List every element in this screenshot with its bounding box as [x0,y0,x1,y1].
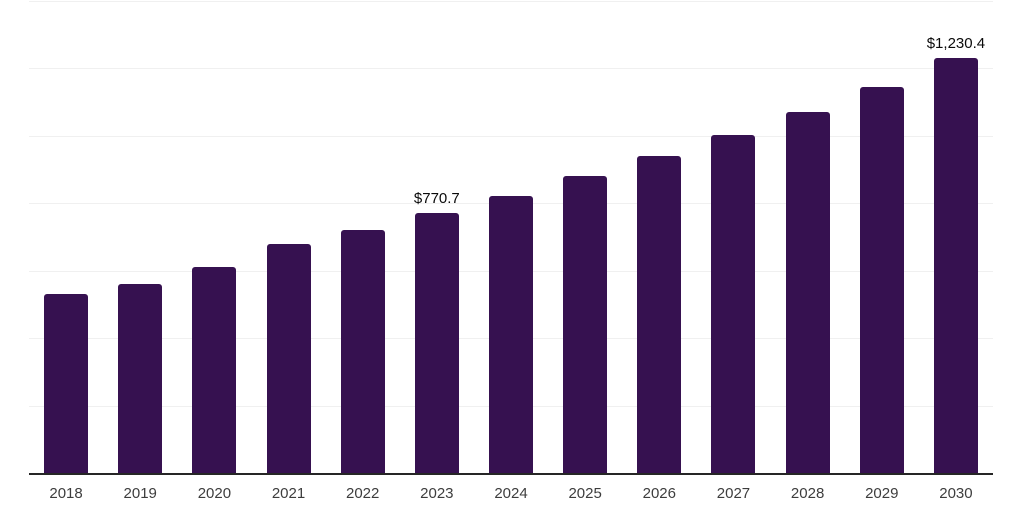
bar-2018[interactable] [44,294,89,473]
x-tick-label-2024: 2024 [494,485,528,502]
x-tick-label-2027: 2027 [716,485,751,502]
bar-2024[interactable] [489,195,533,473]
x-tick-label-2028: 2028 [790,485,825,502]
bar-2019[interactable] [118,283,163,473]
bar-2029[interactable] [859,86,904,473]
bar-value-label-2023: $770.7 [413,190,460,208]
bar-value-label-2030: $1,230.4 [926,35,986,53]
bar-2030[interactable] [933,58,978,473]
gridline-1400 [29,1,993,2]
x-tick-label-2030: 2030 [939,485,973,502]
bar-2025[interactable] [563,176,608,473]
bar-2022[interactable] [340,229,385,473]
x-tick-label-2026: 2026 [642,485,676,502]
x-tick-label-2023: 2023 [420,485,454,502]
bar-2021[interactable] [266,243,311,473]
x-tick-label-2019: 2019 [123,485,157,502]
x-tick-label-2025: 2025 [568,485,602,502]
bar-2026[interactable] [637,156,682,473]
x-tick-label-2021: 2021 [271,485,306,502]
bar-2020[interactable] [192,266,237,473]
x-tick-label-2022: 2022 [346,485,380,502]
bar-2023[interactable] [414,213,459,473]
x-tick-label-2029: 2029 [865,485,899,502]
plot-area: $770.7 $1,230.4 [29,1,993,475]
x-tick-label-2018: 2018 [49,485,83,502]
bar-2028[interactable] [785,112,830,473]
gridline-1200 [29,68,993,70]
gridline-1000 [29,135,993,137]
bar-2027[interactable] [711,135,756,473]
x-tick-label-2020: 2020 [197,485,232,502]
